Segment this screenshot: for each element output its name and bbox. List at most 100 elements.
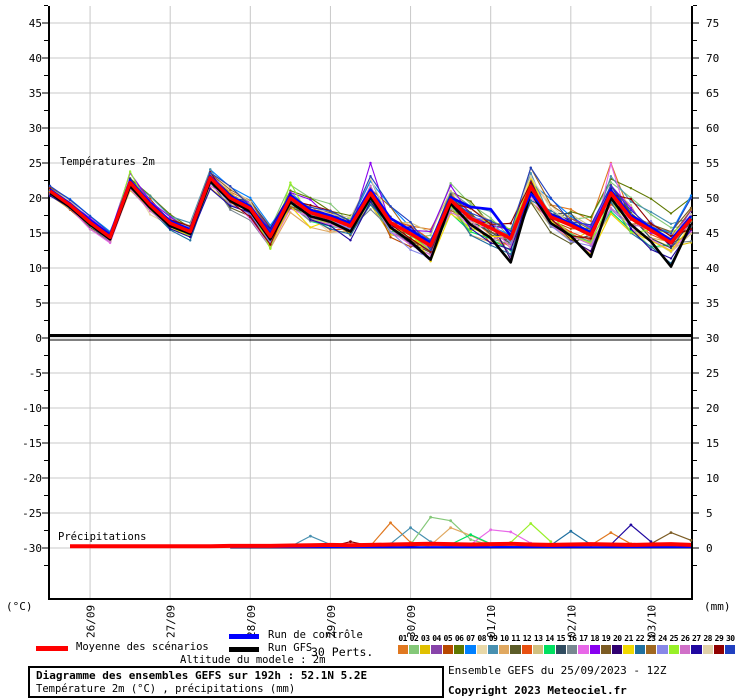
- perts-count-label: 30 Perts.: [311, 645, 374, 659]
- svg-text:-30: -30: [22, 542, 42, 555]
- pert-legend-cell: 08: [476, 633, 487, 654]
- svg-text:03/10: 03/10: [645, 605, 658, 638]
- pert-number: 23: [646, 634, 656, 643]
- perturbation-color-legend: 01 02 03 04 05 06 07 08 09 10 11 12 13 14 15 16 17 18 19 20…: [397, 633, 736, 654]
- run-info: Ensemble GEFS du 25/09/2023 - 12Z: [448, 664, 667, 677]
- pert-number: 03: [420, 634, 430, 643]
- svg-text:-10: -10: [22, 402, 42, 415]
- svg-text:0: 0: [706, 542, 713, 555]
- pert-legend-cell: 04: [431, 633, 442, 654]
- svg-text:02/10: 02/10: [565, 605, 578, 638]
- left-axis-unit-label: (°C): [6, 600, 33, 613]
- svg-text:40: 40: [29, 52, 42, 65]
- pert-color-swatch: [431, 645, 442, 654]
- svg-text:0: 0: [35, 332, 42, 345]
- pert-number: 19: [601, 634, 611, 643]
- svg-text:75: 75: [706, 17, 719, 30]
- pert-color-swatch: [623, 645, 634, 654]
- svg-text:45: 45: [706, 227, 719, 240]
- svg-text:-15: -15: [22, 437, 42, 450]
- svg-text:25: 25: [706, 367, 719, 380]
- pert-number: 04: [432, 634, 441, 643]
- pert-color-swatch: [397, 645, 408, 654]
- pert-color-swatch: [668, 645, 679, 654]
- pert-number: 17: [579, 634, 588, 643]
- pert-legend-cell: 20: [612, 633, 623, 654]
- svg-text:20: 20: [29, 192, 42, 205]
- mean-line-swatch: [36, 646, 68, 651]
- pert-legend-cell: 30: [725, 633, 736, 654]
- pert-color-swatch: [533, 645, 544, 654]
- pert-legend-cell: 15: [555, 633, 566, 654]
- pert-color-swatch: [453, 645, 465, 654]
- pert-legend-cell: 07: [465, 633, 476, 654]
- pert-number: 21: [624, 634, 633, 643]
- pert-number: 27: [692, 634, 701, 643]
- temperature-panel-label: Températures 2m: [60, 156, 155, 168]
- svg-text:25: 25: [29, 157, 42, 170]
- svg-text:26/09: 26/09: [85, 605, 98, 638]
- svg-text:01/10: 01/10: [485, 605, 498, 638]
- pert-number: 15: [556, 634, 566, 643]
- pert-color-swatch: [465, 645, 476, 654]
- pert-legend-cell: 14: [544, 633, 555, 654]
- pert-color-swatch: [487, 645, 499, 654]
- svg-text:55: 55: [706, 157, 719, 170]
- precipitation-panel-label: Précipitations: [58, 531, 147, 543]
- svg-text:30: 30: [29, 122, 42, 135]
- pert-color-swatch: [713, 645, 725, 654]
- control-line-label: Run de contrôle: [268, 629, 363, 641]
- svg-text:28/09: 28/09: [245, 605, 258, 638]
- svg-text:35: 35: [29, 87, 42, 100]
- pert-legend-cell: 06: [453, 633, 465, 654]
- pert-number: 05: [443, 634, 453, 643]
- pert-legend-cell: 10: [499, 633, 510, 654]
- pert-legend-cell: 03: [420, 633, 431, 654]
- pert-number: 07: [466, 634, 475, 643]
- pert-number: 28: [703, 634, 712, 643]
- pert-number: 11: [511, 634, 520, 643]
- pert-legend-cell: 17: [578, 633, 589, 654]
- pert-color-swatch: [442, 645, 453, 654]
- pert-legend-cell: 13: [533, 633, 544, 654]
- pert-number: 24: [658, 634, 667, 643]
- svg-text:30: 30: [706, 332, 719, 345]
- pert-number: 18: [590, 634, 600, 643]
- pert-number: 30: [725, 634, 735, 643]
- pert-color-swatch: [555, 645, 566, 654]
- pert-legend-cell: 22: [634, 633, 646, 654]
- pert-color-swatch: [679, 645, 691, 654]
- svg-text:29/09: 29/09: [325, 605, 338, 638]
- pert-legend-cell: 26: [679, 633, 691, 654]
- mean-line-label: Moyenne des scénarios: [76, 641, 209, 653]
- pert-color-swatch: [544, 645, 555, 654]
- pert-color-swatch: [646, 645, 657, 654]
- svg-text:70: 70: [706, 52, 719, 65]
- svg-text:10: 10: [29, 262, 42, 275]
- pert-color-swatch: [657, 645, 668, 654]
- svg-text:5: 5: [706, 507, 713, 520]
- pert-legend-cell: 01: [397, 633, 408, 654]
- svg-text:10: 10: [706, 472, 719, 485]
- svg-text:15: 15: [29, 227, 42, 240]
- pert-number: 01: [398, 634, 407, 643]
- pert-legend-cell: 05: [442, 633, 453, 654]
- pert-color-swatch: [725, 645, 736, 654]
- pert-number: 08: [477, 634, 487, 643]
- pert-legend-cell: 09: [487, 633, 499, 654]
- pert-number: 29: [714, 634, 724, 643]
- svg-text:35: 35: [706, 297, 719, 310]
- copyright: Copyright 2023 Meteociel.fr: [448, 684, 627, 697]
- pert-color-swatch: [634, 645, 646, 654]
- control-line-swatch: [229, 634, 259, 639]
- pert-legend-cell: 28: [702, 633, 713, 654]
- pert-legend-cell: 27: [691, 633, 702, 654]
- pert-legend-cell: 23: [646, 633, 657, 654]
- pert-number: 10: [500, 634, 509, 643]
- svg-text:-20: -20: [22, 472, 42, 485]
- svg-text:15: 15: [706, 437, 719, 450]
- pert-color-swatch: [521, 645, 533, 654]
- gfs-line-swatch: [229, 647, 259, 652]
